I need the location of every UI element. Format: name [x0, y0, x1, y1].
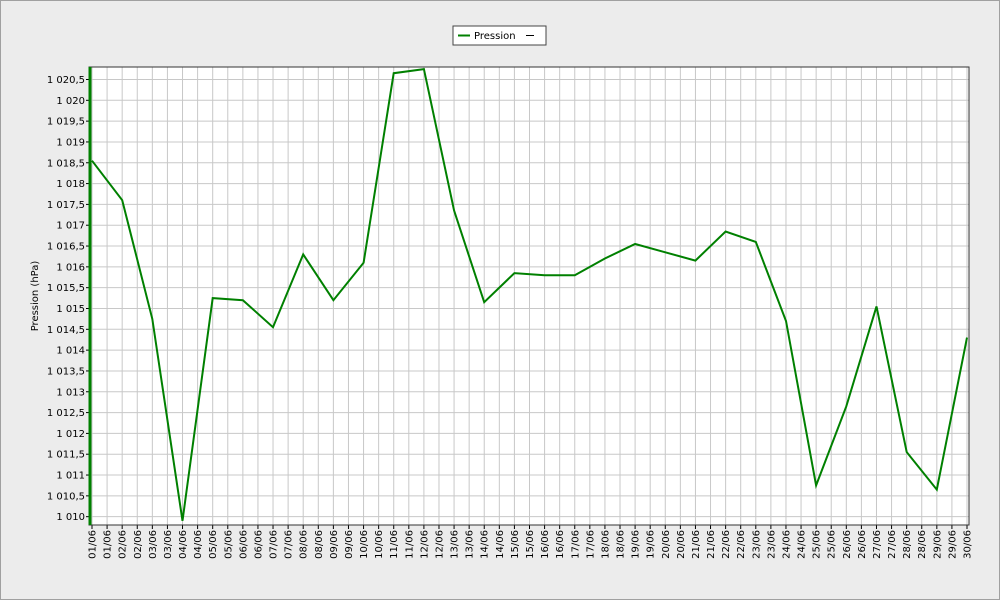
x-tick-label: 12/06 [434, 530, 445, 559]
y-tick-label: 1 015 [56, 304, 85, 315]
x-tick-label: 29/06 [947, 530, 958, 559]
x-tick-label: 28/06 [902, 530, 913, 559]
x-tick-label: 30/06 [963, 530, 974, 559]
x-tick-label: 26/06 [857, 530, 868, 559]
x-tick-label: 10/06 [359, 530, 370, 559]
legend: Pression [452, 25, 547, 46]
x-tick-label: 26/06 [842, 530, 853, 559]
x-tick-label: 09/06 [344, 530, 355, 559]
x-tick-label: 01/06 [88, 530, 99, 559]
x-tick-label: 25/06 [827, 530, 838, 559]
x-tick-label: 11/06 [404, 530, 415, 559]
series-line [91, 67, 968, 521]
x-tick-label: 09/06 [329, 530, 340, 559]
x-tick-label: 01/06 [103, 530, 114, 559]
x-tick-label: 13/06 [465, 530, 476, 559]
x-tick-label: 23/06 [751, 530, 762, 559]
x-tick-label: 04/06 [178, 530, 189, 559]
x-tick-label: 03/06 [148, 530, 159, 559]
y-tick-label: 1 020 [56, 96, 85, 107]
y-tick-label: 1 013,5 [47, 366, 85, 377]
y-tick-label: 1 012 [56, 429, 85, 440]
x-tick-label: 15/06 [525, 530, 536, 559]
y-tick-label: 1 019 [56, 137, 85, 148]
x-tick-label: 27/06 [872, 530, 883, 559]
x-tick-label: 21/06 [706, 530, 717, 559]
y-tick-label: 1 018 [56, 179, 85, 190]
x-tick-label: 02/06 [118, 530, 129, 559]
x-tick-label: 06/06 [253, 530, 264, 559]
legend-label: Pression [474, 31, 516, 42]
x-tick-label: 11/06 [389, 530, 400, 559]
x-tick-label: 13/06 [450, 530, 461, 559]
x-tick-label: 20/06 [661, 530, 672, 559]
y-tick-label: 1 019,5 [47, 117, 85, 128]
x-tick-label: 12/06 [419, 530, 430, 559]
y-tick-label: 1 016,5 [47, 242, 85, 253]
x-tick-label: 21/06 [691, 530, 702, 559]
y-tick-label: 1 011 [56, 471, 85, 482]
y-tick-label: 1 017,5 [47, 200, 85, 211]
x-tick-label: 19/06 [646, 530, 657, 559]
x-tick-label: 17/06 [570, 530, 581, 559]
x-tick-label: 22/06 [721, 530, 732, 559]
x-tick-label: 02/06 [133, 530, 144, 559]
x-tick-label: 05/06 [223, 530, 234, 559]
legend-box [452, 25, 547, 46]
x-tick-label: 16/06 [540, 530, 551, 559]
x-tick-label: 28/06 [917, 530, 928, 559]
y-tick-label: 1 014 [56, 346, 85, 357]
x-tick-label: 08/06 [314, 530, 325, 559]
x-tick-label: 14/06 [480, 530, 491, 559]
y-tick-label: 1 014,5 [47, 325, 85, 336]
x-tick-label: 25/06 [812, 530, 823, 559]
x-tick-label: 08/06 [299, 530, 310, 559]
y-tick-label: 1 015,5 [47, 283, 85, 294]
x-tick-label: 20/06 [676, 530, 687, 559]
x-tick-label: 05/06 [208, 530, 219, 559]
y-tick-label: 1 011,5 [47, 450, 85, 461]
y-tick-label: 1 013 [56, 387, 85, 398]
x-tick-label: 27/06 [887, 530, 898, 559]
x-tick-label: 04/06 [193, 530, 204, 559]
y-tick-label: 1 020,5 [47, 75, 85, 86]
y-tick-label: 1 010 [56, 512, 85, 523]
x-tick-label: 22/06 [736, 530, 747, 559]
x-tick-label: 24/06 [797, 530, 808, 559]
x-tick-label: 17/06 [585, 530, 596, 559]
y-tick-label: 1 016 [56, 262, 85, 273]
y-tick-label: 1 017 [56, 221, 85, 232]
x-tick-label: 06/06 [238, 530, 249, 559]
x-tick-label: 07/06 [269, 530, 280, 559]
y-tick-label: 1 010,5 [47, 491, 85, 502]
x-tick-label: 10/06 [374, 530, 385, 559]
x-tick-label: 14/06 [495, 530, 506, 559]
x-tick-label: 18/06 [616, 530, 627, 559]
x-tick-label: 29/06 [932, 530, 943, 559]
x-tick-label: 24/06 [781, 530, 792, 559]
x-tick-label: 15/06 [510, 530, 521, 559]
x-tick-label: 19/06 [631, 530, 642, 559]
y-tick-label: 1 018,5 [47, 158, 85, 169]
x-tick-label: 03/06 [163, 530, 174, 559]
x-tick-label: 23/06 [766, 530, 777, 559]
y-axis-label: Pression (hPa) [30, 261, 41, 332]
x-tick-label: 07/06 [284, 530, 295, 559]
y-tick-label: 1 012,5 [47, 408, 85, 419]
x-tick-label: 16/06 [555, 530, 566, 559]
x-tick-label: 18/06 [600, 530, 611, 559]
